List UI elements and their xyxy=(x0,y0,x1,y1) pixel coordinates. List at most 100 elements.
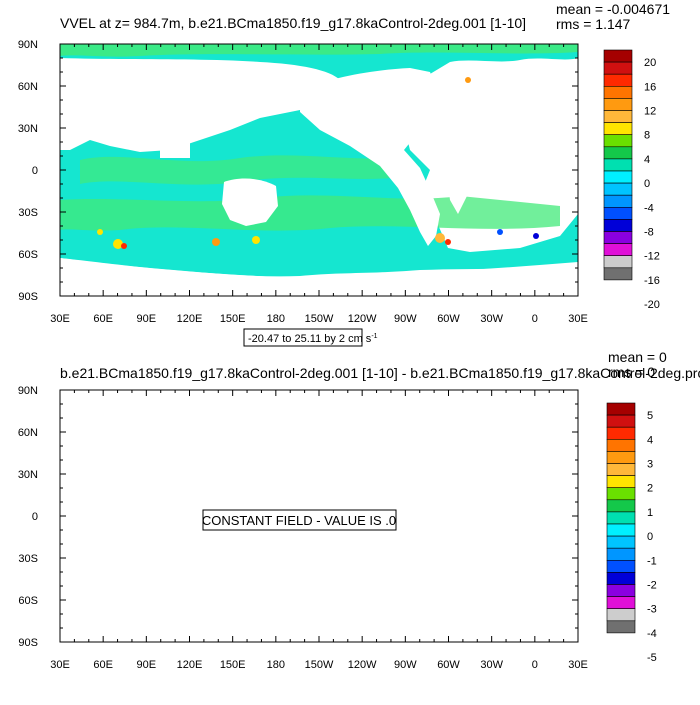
x-tick-label: 150W xyxy=(305,659,334,671)
colorbar-swatch xyxy=(606,596,636,609)
colorbar-swatch xyxy=(603,231,633,244)
x-tick-label: 0 xyxy=(532,659,538,671)
colorbar-swatch xyxy=(603,86,633,99)
colorbar-swatch xyxy=(603,170,633,184)
colorbar-swatch xyxy=(603,194,633,208)
x-tick-label: 30E xyxy=(50,659,70,671)
x-tick-label: 120E xyxy=(177,659,203,671)
y-tick-label: 60S xyxy=(18,249,38,261)
colorbar-swatch xyxy=(606,584,636,597)
x-tick-label: 60E xyxy=(93,313,113,325)
panel-bottom-colorbar: 5 4 3 2 1 0 -1 -2 -3 -4 -5 xyxy=(606,402,657,664)
colorbar-label: 5 xyxy=(647,410,653,422)
x-tick-label: 30W xyxy=(480,659,503,671)
colorbar-swatch xyxy=(603,98,633,111)
hotspot xyxy=(212,238,220,246)
panel-top: VVEL at z= 984.7m, b.e21.BCma1850.f19_g1… xyxy=(18,1,670,347)
colorbar-swatch xyxy=(606,620,636,634)
colorbar-swatch xyxy=(606,426,636,440)
y-tick-label: 90S xyxy=(18,637,38,649)
colorbar-swatch xyxy=(603,146,633,160)
hotspot xyxy=(97,229,103,235)
x-tick-label: 150W xyxy=(305,313,334,325)
hotspots xyxy=(97,77,539,249)
y-tick-label: 30S xyxy=(18,207,38,219)
constant-field-box xyxy=(202,509,397,531)
x-tick-label: 90W xyxy=(394,659,417,671)
y-tick-label: 90N xyxy=(18,39,38,51)
land-africa xyxy=(446,60,578,214)
colorbar-label: -4 xyxy=(647,628,657,640)
panel-bottom-title: b.e21.BCma1850.f19_g17.8kaControl-2deg.0… xyxy=(60,365,700,381)
y-tick-label: 60N xyxy=(18,81,38,93)
ocean-band-tropics xyxy=(80,155,410,185)
colorbar-swatch xyxy=(603,73,633,87)
panel-bottom: mean = 0 rms = 0 b.e21.BCma1850.f19_g17.… xyxy=(18,349,700,671)
colorbar-swatch xyxy=(606,511,636,525)
colorbar-swatch xyxy=(606,487,636,501)
colorbar-label: 4 xyxy=(647,434,653,446)
hotspot xyxy=(445,239,451,245)
colorbar-label: -8 xyxy=(644,227,654,239)
colorbar-swatch xyxy=(603,158,633,172)
colorbar-swatch xyxy=(606,572,636,585)
x-tick-label: 120W xyxy=(348,313,377,325)
colorbar-swatch xyxy=(603,219,633,232)
colorbar-swatch xyxy=(606,438,636,452)
x-tick-label: 90E xyxy=(137,659,157,671)
colorbar-swatch xyxy=(603,182,633,196)
x-tick-label: 60E xyxy=(93,659,113,671)
colorbar-label: -1 xyxy=(647,555,657,567)
colorbar-swatch xyxy=(603,255,633,269)
x-tick-label: 180 xyxy=(267,313,285,325)
panel-top-ticks: 30E 60E 90E 120E 150E 180 150W 120W 90W 60W 30W 0 30… xyxy=(18,39,588,325)
panel-top-field xyxy=(60,44,578,296)
x-tick-label: 0 xyxy=(532,313,538,325)
x-tick-label: 60W xyxy=(437,313,460,325)
colorbar-swatch xyxy=(603,49,633,63)
colorbar-swatch xyxy=(606,414,636,428)
colorbar-swatch xyxy=(603,267,633,281)
colorbar-label: 16 xyxy=(644,81,656,93)
colorbar-swatch xyxy=(603,110,633,123)
x-tick-label: 120W xyxy=(348,659,377,671)
colorbar-swatch xyxy=(606,475,636,489)
panel-bottom-rms: rms = 0 xyxy=(608,364,655,380)
land-antarctica xyxy=(60,258,578,296)
x-tick-label: 90E xyxy=(137,313,157,325)
x-tick-label: 90W xyxy=(394,313,417,325)
x-tick-label: 30E xyxy=(568,313,588,325)
panel-top-colorbar: 20 16 12 8 4 0 -4 -8 -12 -16 -20 xyxy=(603,49,660,311)
hotspot xyxy=(465,77,471,83)
colorbar-label: -16 xyxy=(644,275,660,287)
y-tick-label: 60N xyxy=(18,427,38,439)
panel-top-mean: mean = -0.004671 xyxy=(556,1,670,17)
colorbar-swatch xyxy=(606,523,636,537)
colorbar-swatch xyxy=(603,243,633,257)
y-tick-label: 90N xyxy=(18,385,38,397)
colorbar-swatch xyxy=(606,499,636,513)
ocean-band-south xyxy=(60,195,560,231)
colorbar-swatch xyxy=(606,608,636,622)
land-eurasia xyxy=(60,58,340,152)
colorbar-swatch xyxy=(603,207,633,220)
panel-bottom-ticks: 30E 60E 90E 120E 150E 180 150W 120W 90W 60W 30W 0 30… xyxy=(18,385,588,671)
hotspot xyxy=(435,233,445,243)
x-tick-label: 60W xyxy=(437,659,460,671)
colorbar-label: -12 xyxy=(644,251,660,263)
y-tick-label: 30N xyxy=(18,123,38,135)
y-tick-label: 60S xyxy=(18,595,38,607)
panel-bottom-mean: mean = 0 xyxy=(608,349,667,365)
land-americas xyxy=(300,68,440,246)
range-label: -20.47 to 25.11 by 2 cm s-1 xyxy=(248,333,378,345)
colorbar-label: 12 xyxy=(644,106,656,118)
colorbar-label: 4 xyxy=(644,154,650,166)
colorbar-swatch xyxy=(606,463,636,476)
colorbar-label: 20 xyxy=(644,57,656,69)
colorbar-label: -2 xyxy=(647,580,657,592)
colorbar-label: 0 xyxy=(647,531,653,543)
hotspot xyxy=(252,236,260,244)
colorbar-swatch xyxy=(603,122,633,135)
hotspot xyxy=(121,243,127,249)
